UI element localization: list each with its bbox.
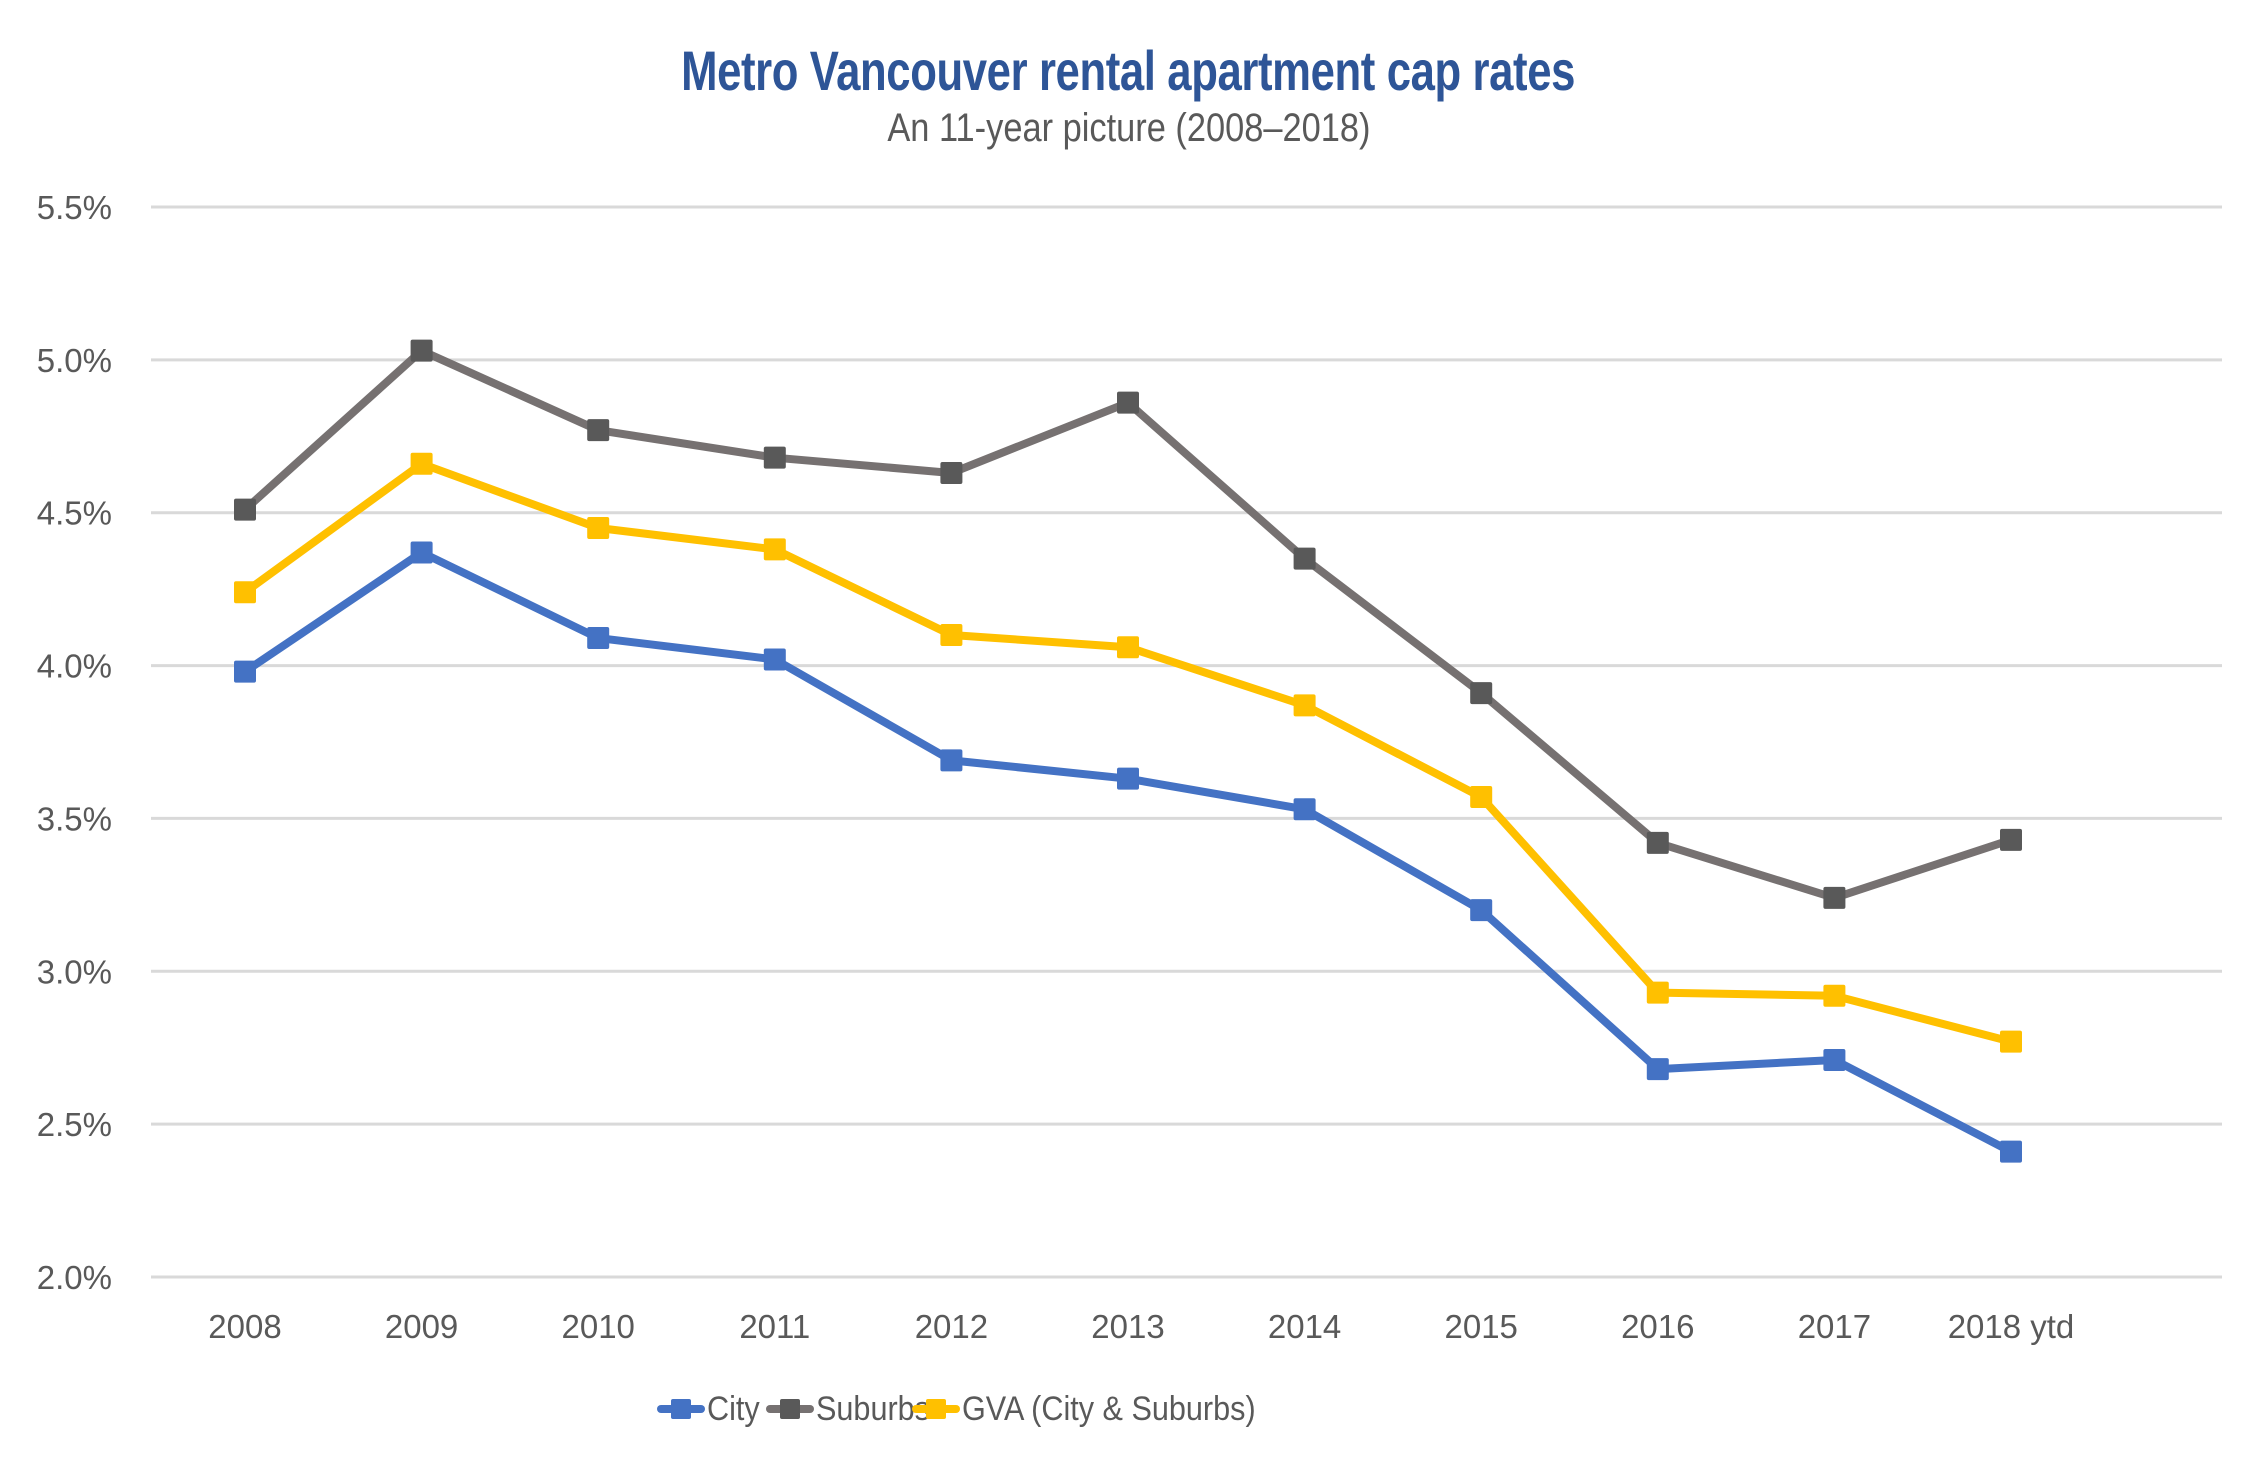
data-point — [587, 419, 610, 442]
data-point — [940, 749, 963, 772]
data-point — [1293, 798, 1316, 821]
x-tick-label: 2015 — [1444, 1308, 1517, 1345]
x-tick-label: 2009 — [385, 1308, 458, 1345]
chart-title-container: Metro Vancouver rental apartment cap rat… — [0, 38, 2257, 103]
data-point — [1646, 981, 1669, 1004]
x-tick-label: 2018 ytd — [1948, 1308, 2075, 1345]
series-line — [241, 346, 2015, 902]
data-point — [1293, 694, 1316, 717]
data-point — [234, 581, 256, 604]
data-point — [763, 648, 786, 671]
data-point — [234, 498, 256, 521]
series-line — [241, 459, 2015, 1046]
gridlines — [151, 205, 2222, 1279]
x-tick-label: 2011 — [739, 1308, 810, 1345]
data-point — [410, 541, 433, 564]
x-tick-label: 2017 — [1798, 1308, 1871, 1345]
data-point — [2000, 828, 2022, 851]
legend-item-suburbs[interactable]: Suburbs — [766, 1386, 943, 1432]
legend-marker-gva — [926, 1399, 946, 1419]
legend-label-suburbs: Suburbs — [816, 1389, 930, 1428]
data-point — [1117, 391, 1139, 414]
data-point — [1823, 984, 1846, 1007]
x-tick-label: 2010 — [561, 1308, 634, 1345]
series-city — [234, 541, 2022, 1163]
data-point — [1117, 636, 1139, 659]
y-tick-label: 5.0% — [37, 342, 112, 379]
data-point — [1823, 1048, 1846, 1071]
y-tick-label: 2.5% — [37, 1106, 112, 1143]
data-point — [1470, 682, 1493, 705]
data-point — [587, 627, 610, 650]
legend-label-gva: GVA (City & Suburbs) — [962, 1389, 1256, 1428]
x-tick-label: 2013 — [1091, 1308, 1164, 1345]
legend-marker-city — [671, 1399, 691, 1419]
x-tick-label: 2012 — [915, 1308, 988, 1345]
series-suburbs — [234, 339, 2022, 909]
data-point — [1470, 899, 1493, 922]
data-point — [1646, 1058, 1669, 1081]
chart-subtitle-container: An 11-year picture (2008–2018) — [0, 106, 2257, 151]
series-group — [234, 339, 2022, 1163]
legend-label-city: City — [707, 1389, 760, 1428]
data-point — [1646, 831, 1669, 854]
x-tick-label: 2014 — [1268, 1308, 1341, 1345]
legend-item-gva[interactable]: GVA (City & Suburbs) — [912, 1386, 1288, 1432]
data-point — [410, 452, 433, 475]
y-tick-label: 2.0% — [37, 1259, 112, 1296]
y-tick-label: 5.5% — [37, 189, 112, 226]
data-point — [1293, 547, 1316, 570]
chart-subtitle: An 11-year picture (2008–2018) — [886, 106, 1371, 150]
chart-title: Metro Vancouver rental apartment cap rat… — [681, 39, 1576, 102]
data-point — [2000, 1030, 2022, 1053]
legend-swatch-suburbs — [766, 1386, 814, 1432]
data-point — [587, 517, 610, 539]
data-point — [234, 660, 256, 683]
y-tick-label: 3.5% — [37, 800, 112, 837]
data-point — [410, 339, 433, 362]
legend-item-city[interactable]: City — [657, 1386, 766, 1432]
legend-marker-suburbs — [780, 1399, 800, 1419]
data-point — [1823, 886, 1846, 909]
data-point — [1117, 767, 1139, 790]
legend-swatch-city — [657, 1386, 705, 1432]
x-tick-label: 2008 — [208, 1308, 281, 1345]
x-tick-label: 2016 — [1621, 1308, 1694, 1345]
y-tick-label: 4.0% — [37, 648, 112, 685]
y-tick-label: 4.5% — [37, 495, 112, 532]
legend: City Suburbs GVA (City & Suburbs) — [0, 1386, 2257, 1432]
legend-swatch-gva — [912, 1386, 960, 1432]
y-axis-tick-labels: 2.0% 2.5% 3.0% 3.5% 4.0% 4.5% 5.0% 5.5% — [37, 189, 112, 1296]
x-axis-tick-labels: 2008 2009 2010 2011 2012 2013 2014 2015 2016 2017… — [208, 1308, 2074, 1345]
data-point — [940, 624, 963, 646]
data-point — [763, 538, 786, 561]
data-point — [763, 446, 786, 469]
y-tick-label: 3.0% — [37, 953, 112, 990]
data-point — [2000, 1140, 2022, 1163]
data-point — [940, 461, 963, 484]
series-gva-city-suburbs — [234, 452, 2022, 1053]
data-point — [1470, 786, 1493, 809]
